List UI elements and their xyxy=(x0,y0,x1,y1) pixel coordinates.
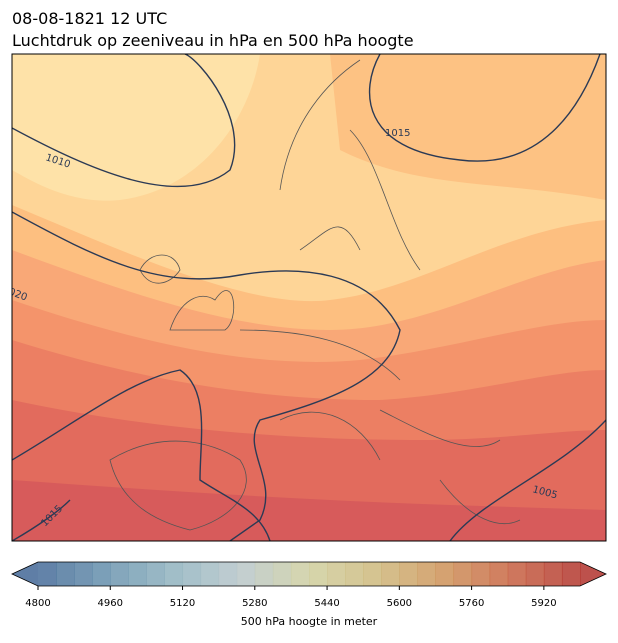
colorbar-band xyxy=(345,562,364,586)
colorbar-label: 500 hPa hoogte in meter xyxy=(241,615,378,628)
colorbar-band xyxy=(290,562,310,586)
colorbar-band xyxy=(200,562,220,586)
colorbar-band xyxy=(309,562,328,586)
colorbar-band xyxy=(543,562,563,586)
colorbar-band xyxy=(92,562,111,586)
colorbar-band xyxy=(399,562,418,586)
colorbar-band xyxy=(525,562,545,586)
colorbar-band xyxy=(507,562,527,586)
title: 08-08-1821 12 UTC xyxy=(12,9,167,28)
colorbar-band xyxy=(110,562,129,586)
colorbar-band xyxy=(56,562,75,586)
colorbar-frame xyxy=(11,561,607,587)
colorbar-band xyxy=(38,562,57,586)
colorbar-tick-label: 5920 xyxy=(531,598,556,609)
colorbar-tick-label: 4800 xyxy=(25,598,50,609)
colorbar-tick-label: 5120 xyxy=(170,598,195,609)
colorbar-band xyxy=(417,562,436,586)
colorbar-band xyxy=(218,562,238,586)
subtitle: Luchtdruk op zeeniveau in hPa en 500 hPa… xyxy=(12,31,414,50)
colorbar: 4800 4960 5120 5280 5440 5600 5760 5920 xyxy=(11,561,607,609)
colorbar-band xyxy=(327,562,346,586)
colorbar-band xyxy=(561,562,581,586)
colorbar-band xyxy=(489,562,509,586)
colorbar-band xyxy=(435,562,455,586)
colorbar-band xyxy=(254,562,274,586)
colorbar-band xyxy=(182,562,202,586)
colorbar-band xyxy=(146,562,165,586)
colorbar-band xyxy=(453,562,473,586)
colorbar-tick-label: 5440 xyxy=(314,598,339,609)
colorbar-tick-label: 5760 xyxy=(459,598,484,609)
colorbar-band xyxy=(363,562,382,586)
colorbar-tick-label: 4960 xyxy=(98,598,123,609)
colorbar-band xyxy=(272,562,292,586)
colorbar-band xyxy=(471,562,491,586)
colorbar-extend xyxy=(580,562,606,586)
map-frame xyxy=(11,53,607,542)
colorbar-band xyxy=(381,562,400,586)
contour-label: 1015 xyxy=(385,128,410,139)
colorbar-band xyxy=(236,562,256,586)
colorbar-band xyxy=(128,562,147,586)
colorbar-band xyxy=(74,562,93,586)
colorbar-band xyxy=(164,562,184,586)
colorbar-extend xyxy=(12,562,38,586)
colorbar-tick-label: 5280 xyxy=(242,598,267,609)
colorbar-tick-label: 5600 xyxy=(387,598,412,609)
map: 1010 1015 1020 1015 1005 xyxy=(12,54,606,541)
